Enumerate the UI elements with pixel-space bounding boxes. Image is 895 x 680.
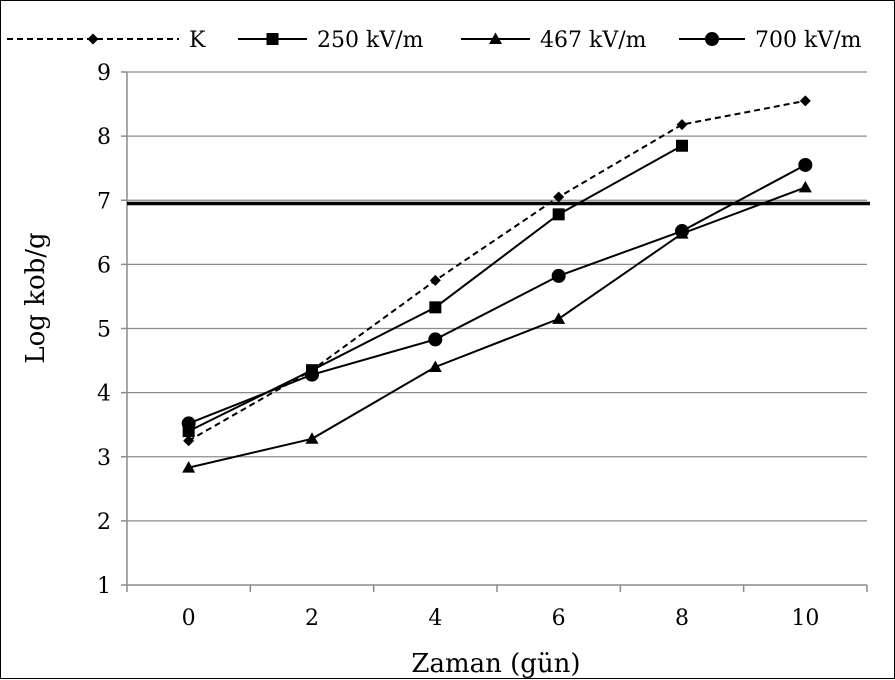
tick-labels: 1 2 3 4 5 6 7 8 9 0 2 4 6 8 10 [97,61,819,631]
series-700-kv-m [181,157,813,431]
series-k [183,95,811,447]
data-point [429,274,441,286]
data-point [676,139,688,152]
series-line [188,99,806,442]
legend-label: K [189,28,206,53]
y-tick-label: 1 [97,574,111,599]
data-point [305,432,319,444]
x-axis-title: Zaman (gün) [411,649,580,679]
axes [121,71,868,592]
gridlines [127,71,867,522]
legend-label: 467 kV/m [540,28,647,53]
data-point [181,416,196,431]
legend: K 250 kV/m 467 kV/m 700 kV/m [7,28,862,53]
data-point [798,157,813,172]
y-axis-title: Log kob/g [21,232,51,363]
y-tick-label: 8 [97,125,111,150]
x-tick-label: 0 [182,606,196,631]
series-line [188,164,806,425]
data-point [675,224,689,239]
data-point [428,332,443,347]
y-tick-label: 7 [97,189,111,214]
legend-label: 250 kV/m [317,28,424,53]
legend-marker [266,33,279,45]
legend-marker [87,33,99,45]
data-point [552,312,566,324]
series-467-kv-m [182,180,812,473]
data-point [553,191,565,203]
data-point [429,301,442,314]
legend-item: 467 kV/m [461,28,647,53]
x-tick-label: 8 [675,606,689,631]
legend-label: 700 kV/m [755,28,862,53]
y-tick-label: 6 [97,253,111,278]
data-point [182,461,196,473]
y-tick-label: 3 [97,446,111,471]
legend-marker [705,32,719,46]
legend-marker [489,32,502,44]
legend-item: K [7,28,206,53]
x-tick-label: 6 [552,606,566,631]
series-group [181,95,813,473]
x-tick-label: 2 [305,606,319,631]
legend-item: 700 kV/m [679,28,862,53]
y-tick-label: 5 [97,318,111,343]
data-point [799,95,811,107]
y-tick-label: 2 [97,510,111,535]
data-point [551,268,566,283]
y-tick-label: 4 [97,382,111,407]
legend-item: 250 kV/m [238,28,424,53]
x-tick-label: 4 [428,606,442,631]
data-point [305,367,319,382]
data-point [428,360,442,372]
series-line [188,144,683,432]
data-point [798,180,812,193]
data-point [676,119,688,131]
y-tick-label: 9 [97,61,111,86]
data-point [552,208,565,221]
data-point [183,435,195,447]
series-line [188,186,806,469]
x-tick-label: 10 [791,606,819,631]
